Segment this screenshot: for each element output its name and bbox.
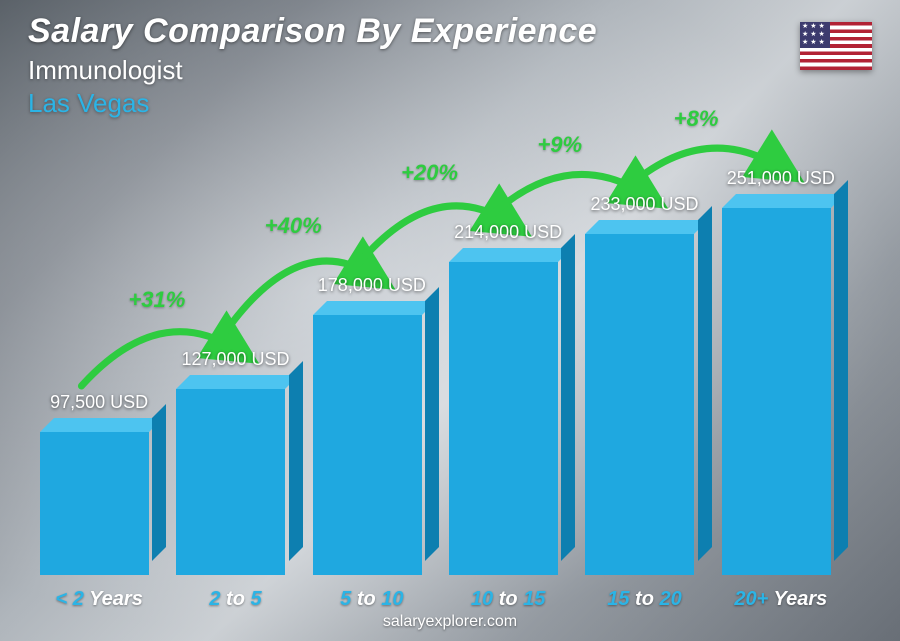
bar-slot: 233,000 USD15 to 20: [585, 234, 703, 575]
chart-title: Salary Comparison By Experience: [28, 12, 597, 51]
flag-icon: [800, 22, 872, 70]
bar-value-label: 127,000 USD: [147, 349, 324, 370]
bar-category-label: 20+ Years: [686, 588, 875, 611]
bar-value-label: 233,000 USD: [556, 194, 733, 215]
delta-label: +8%: [674, 106, 719, 132]
delta-label: +40%: [265, 213, 322, 239]
bar-slot: 178,000 USD5 to 10: [313, 315, 431, 575]
bar-slot: 251,000 USD20+ Years: [722, 208, 840, 575]
bar-slot: 214,000 USD10 to 15: [449, 262, 567, 575]
delta-label: +9%: [537, 132, 582, 158]
delta-label: +20%: [401, 160, 458, 186]
delta-label: +31%: [128, 287, 185, 313]
bar-value-label: 214,000 USD: [419, 222, 596, 243]
footer-attribution: salaryexplorer.com: [0, 613, 900, 631]
chart-subtitle: Immunologist: [28, 55, 597, 86]
bars-container: 97,500 USD< 2 Years127,000 USD2 to 5178,…: [40, 130, 840, 575]
bar-slot: 127,000 USD2 to 5: [176, 389, 294, 575]
bar-value-label: 251,000 USD: [692, 168, 869, 189]
chart-location: Las Vegas: [28, 88, 597, 119]
bar-value-label: 178,000 USD: [283, 275, 460, 296]
bar-slot: 97,500 USD< 2 Years: [40, 432, 158, 575]
bar-value-label: 97,500 USD: [10, 392, 187, 413]
bar-chart: 97,500 USD< 2 Years127,000 USD2 to 5178,…: [40, 130, 840, 575]
